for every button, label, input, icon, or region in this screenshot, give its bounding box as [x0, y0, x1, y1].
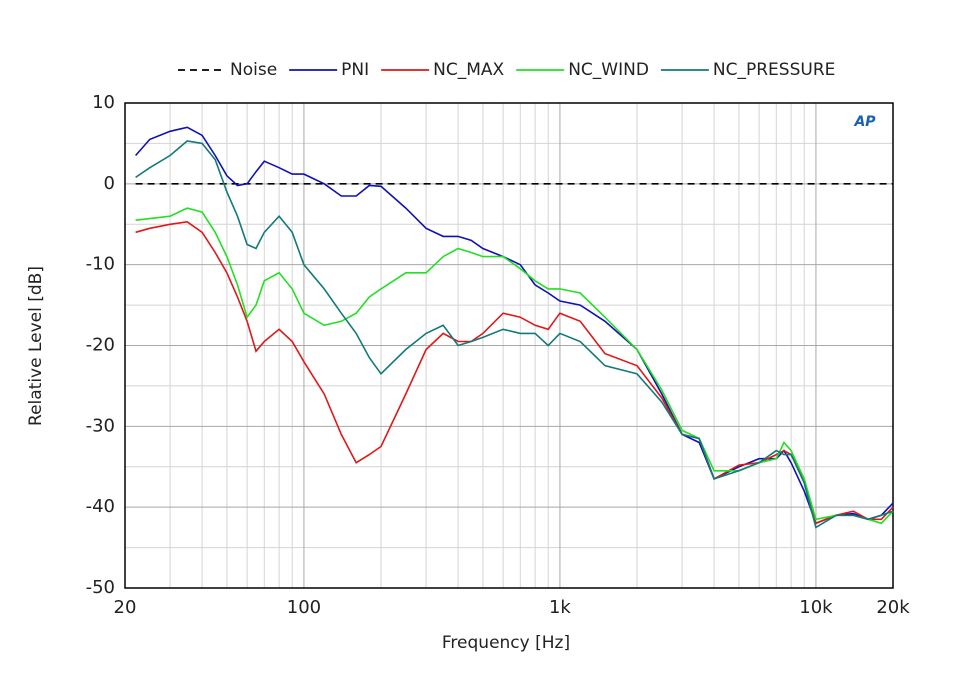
data-line: [135, 220, 894, 525]
legend-label: Noise: [230, 60, 277, 80]
legend-label: NC_WIND: [568, 60, 649, 80]
legend-label: PNI: [341, 60, 369, 80]
logo: AP: [853, 114, 876, 130]
legend-label: NC_PRESSURE: [713, 60, 835, 80]
plot-frame: [124, 102, 894, 589]
y-tick-label: 10: [92, 92, 115, 113]
x-tick-label: 20: [114, 597, 137, 618]
y-axis-label: Relative Level [dB]: [26, 266, 46, 426]
y-tick-label: -30: [86, 415, 115, 436]
x-tick-label: 100: [287, 597, 321, 618]
data-line: [135, 140, 894, 529]
x-tick-label: 10k: [799, 597, 833, 618]
data-line: [135, 207, 894, 525]
legend-label: NC_MAX: [433, 60, 504, 80]
x-tick-label: 20k: [876, 597, 910, 618]
y-tick-label: -50: [86, 577, 115, 598]
data-line: [135, 126, 894, 525]
y-tick-label: -10: [86, 254, 115, 275]
x-axis-label: Frequency [Hz]: [442, 633, 570, 653]
y-tick-label: -40: [86, 496, 115, 517]
y-tick-label: 0: [104, 173, 115, 194]
y-tick-label: -20: [86, 335, 115, 356]
x-tick-label: 1k: [549, 597, 571, 618]
